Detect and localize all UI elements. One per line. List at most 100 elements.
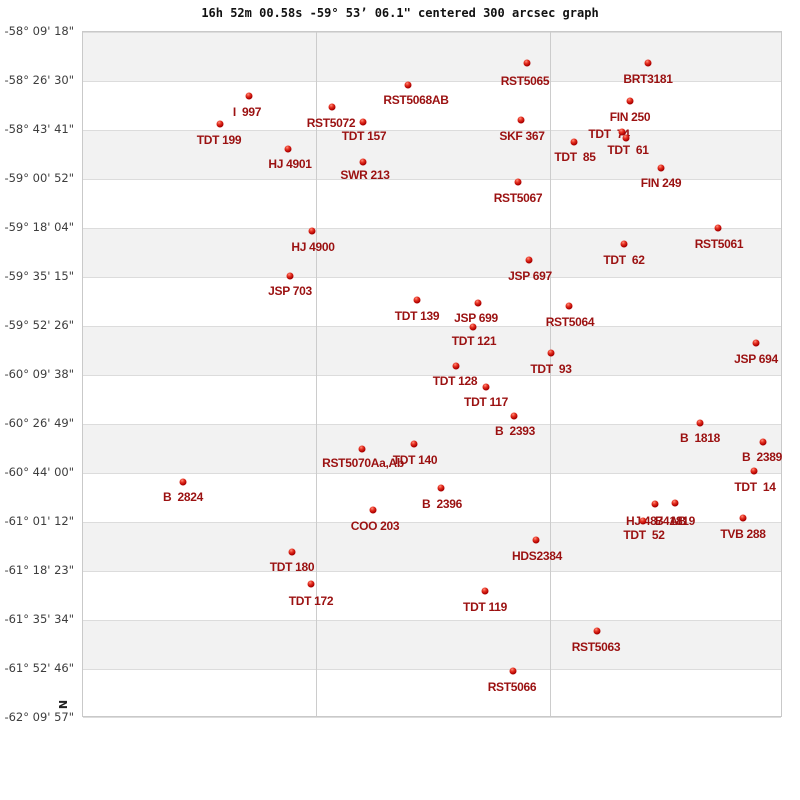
star-label: TDT 157 xyxy=(341,129,387,143)
star-label: TDT 62 xyxy=(603,253,645,267)
star-label: RST5063 xyxy=(571,640,621,654)
star-label: JSP 699 xyxy=(454,311,498,325)
horizontal-gridline xyxy=(83,227,781,229)
star-point xyxy=(752,339,760,347)
star-point xyxy=(437,484,445,492)
star-label: TDT 140 xyxy=(392,453,438,467)
star-point xyxy=(179,478,187,486)
dec-band xyxy=(83,326,781,375)
star-point xyxy=(622,134,630,142)
star-point xyxy=(593,627,601,635)
plot-area xyxy=(82,31,782,718)
star-label: TDT 172 xyxy=(288,594,334,608)
star-point xyxy=(359,118,367,126)
y-tick-label: -60° 26' 49" xyxy=(4,416,74,430)
horizontal-gridline xyxy=(83,178,781,180)
star-label: RST5064 xyxy=(545,315,595,329)
star-point xyxy=(509,667,517,675)
dec-band xyxy=(83,620,781,669)
star-point xyxy=(307,580,315,588)
star-label: TDT 93 xyxy=(530,362,572,376)
horizontal-gridline xyxy=(83,472,781,474)
star-label: TDT 119 xyxy=(463,600,507,614)
star-point xyxy=(532,536,540,544)
horizontal-gridline xyxy=(83,423,781,425)
star-label: TVB 288 xyxy=(720,527,766,541)
star-label: JSP 703 xyxy=(268,284,312,298)
horizontal-gridline xyxy=(83,129,781,131)
star-label: TDT 117 xyxy=(464,395,508,409)
star-label: TDT 85 xyxy=(554,150,596,164)
star-point xyxy=(620,240,628,248)
star-point xyxy=(288,548,296,556)
star-label: HDS2384 xyxy=(512,549,562,563)
star-label: FIN 250 xyxy=(609,110,651,124)
star-label: B 2396 xyxy=(422,497,462,511)
star-point xyxy=(474,299,482,307)
star-label: HJ 4874AB xyxy=(625,514,687,528)
horizontal-gridline xyxy=(83,276,781,278)
horizontal-gridline xyxy=(83,521,781,523)
horizontal-gridline xyxy=(83,80,781,82)
star-point xyxy=(308,227,316,235)
star-point xyxy=(618,128,626,136)
vertical-gridline xyxy=(550,32,551,716)
star-point xyxy=(657,164,665,172)
star-label: B 1819 xyxy=(655,514,695,528)
star-point xyxy=(517,116,525,124)
star-point xyxy=(328,103,336,111)
star-label: SKF 367 xyxy=(499,129,545,143)
star-point xyxy=(284,145,292,153)
star-label: JSP 697 xyxy=(508,269,552,283)
star-label: TDT 52 xyxy=(623,528,665,542)
y-tick-label: -60° 44' 00" xyxy=(4,465,74,479)
star-label: RST5072 xyxy=(306,116,356,130)
star-label: RST5066 xyxy=(487,680,537,694)
y-tick-label: -58° 26' 30" xyxy=(4,73,74,87)
star-label: TDT 121 xyxy=(451,334,497,348)
star-label: TDT 128 xyxy=(432,374,478,388)
star-label: RST5061 xyxy=(694,237,744,251)
star-label: SWR 213 xyxy=(340,168,390,182)
y-tick-label: -59° 52' 26" xyxy=(4,318,74,332)
y-tick-label: -62° 09' 57" xyxy=(4,710,74,724)
star-point xyxy=(410,440,418,448)
dec-band xyxy=(83,424,781,473)
star-point xyxy=(404,81,412,89)
y-tick-label: -58° 43' 41" xyxy=(4,122,74,136)
star-point xyxy=(714,224,722,232)
y-tick-label: -60° 09' 38" xyxy=(4,367,74,381)
y-tick-label: -58° 09' 18" xyxy=(4,24,74,38)
star-point xyxy=(245,92,253,100)
star-point xyxy=(759,438,767,446)
star-point xyxy=(565,302,573,310)
star-point xyxy=(644,59,652,67)
horizontal-gridline xyxy=(83,32,781,33)
star-label: RST5065 xyxy=(500,74,550,88)
y-tick-label: -61° 35' 34" xyxy=(4,612,74,626)
star-point xyxy=(359,158,367,166)
star-label: TDT 61 xyxy=(607,143,649,157)
horizontal-gridline xyxy=(83,374,781,376)
star-point xyxy=(739,514,747,522)
star-label: B 2824 xyxy=(163,490,203,504)
star-label: FIN 249 xyxy=(640,176,682,190)
star-label: RST5068AB xyxy=(383,93,449,107)
star-point xyxy=(510,412,518,420)
y-tick-label: -59° 18' 04" xyxy=(4,220,74,234)
star-point xyxy=(216,120,224,128)
dec-band xyxy=(83,571,781,620)
star-label: HJ 4901 xyxy=(268,157,312,171)
star-point xyxy=(696,419,704,427)
y-tick-label: -59° 35' 15" xyxy=(4,269,74,283)
star-point xyxy=(286,272,294,280)
star-point xyxy=(523,59,531,67)
star-point xyxy=(750,467,758,475)
star-label: I 997 xyxy=(232,105,262,119)
star-point xyxy=(671,499,679,507)
horizontal-gridline xyxy=(83,325,781,327)
star-point xyxy=(626,97,634,105)
star-point xyxy=(469,323,477,331)
dec-band xyxy=(83,522,781,571)
